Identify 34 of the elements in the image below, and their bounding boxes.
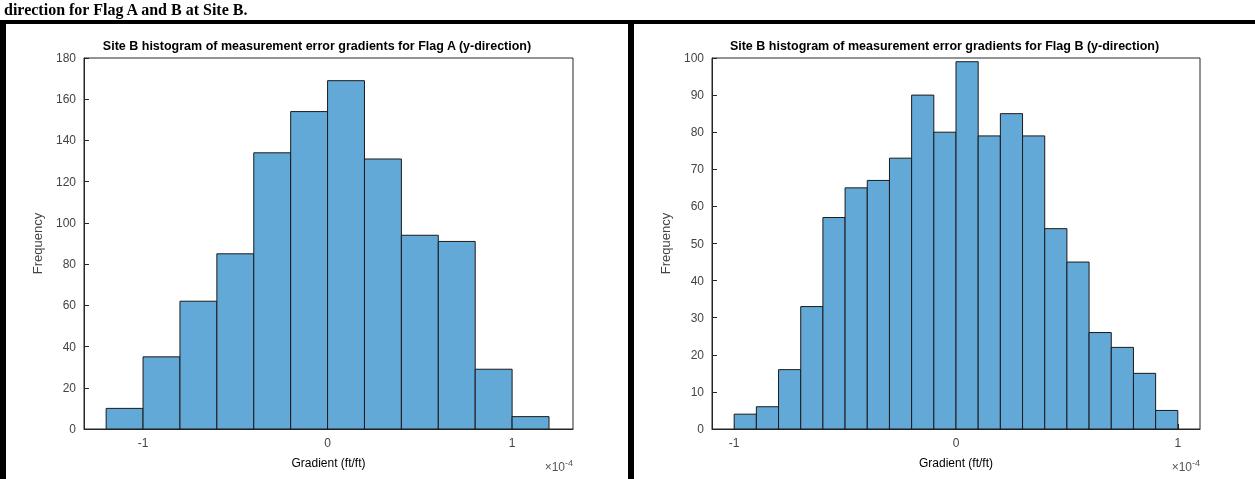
y-tick-label: 20 (690, 347, 705, 362)
y-tick-label: 100 (683, 51, 705, 65)
x-tick-label: 0 (324, 436, 332, 450)
y-axis-title: Frequency (658, 212, 673, 275)
y-tick-label: 70 (690, 162, 705, 177)
y-tick-label: 50 (690, 236, 705, 251)
y-tick-label: 100 (55, 215, 77, 230)
chart-title: Site B histogram of measurement error gradients for Flag B (y-direction) (729, 38, 1160, 53)
y-tick-label: 80 (62, 257, 77, 272)
x-axis-title: Gradient (ft/ft) (291, 456, 366, 470)
y-tick-label: 40 (62, 339, 77, 354)
x-tick-label: 1 (1174, 436, 1182, 450)
y-tick-label: 40 (690, 273, 705, 288)
y-tick-label: 90 (690, 88, 705, 103)
y-tick-label: 20 (62, 380, 77, 395)
y-tick-label: 30 (690, 310, 705, 325)
x-tick-label: 1 (508, 436, 516, 450)
y-tick-label: 160 (55, 92, 77, 107)
y-tick-label: 10 (690, 384, 705, 399)
y-tick-label: 140 (55, 133, 77, 148)
y-tick-label: 60 (62, 298, 77, 313)
y-tick-label: 120 (55, 174, 77, 189)
y-tick-label: 60 (690, 199, 705, 214)
x-tick-label: 0 (952, 436, 960, 450)
x-tick-label: -1 (728, 436, 740, 450)
x-tick-label: -1 (137, 436, 149, 450)
text: direction for Flag A and B at Site B. (3, 0, 249, 20)
y-tick-label: 80 (690, 125, 705, 140)
y-tick-label: 0 (69, 422, 77, 436)
y-tick-label: 0 (697, 422, 705, 436)
y-axis-title: Frequency (30, 212, 45, 275)
y-tick-label: 180 (55, 51, 77, 65)
chart-title: Site B histogram of measurement error gradients for Flag A (y-direction) (102, 38, 532, 53)
x-axis-title: Gradient (ft/ft) (918, 456, 994, 470)
